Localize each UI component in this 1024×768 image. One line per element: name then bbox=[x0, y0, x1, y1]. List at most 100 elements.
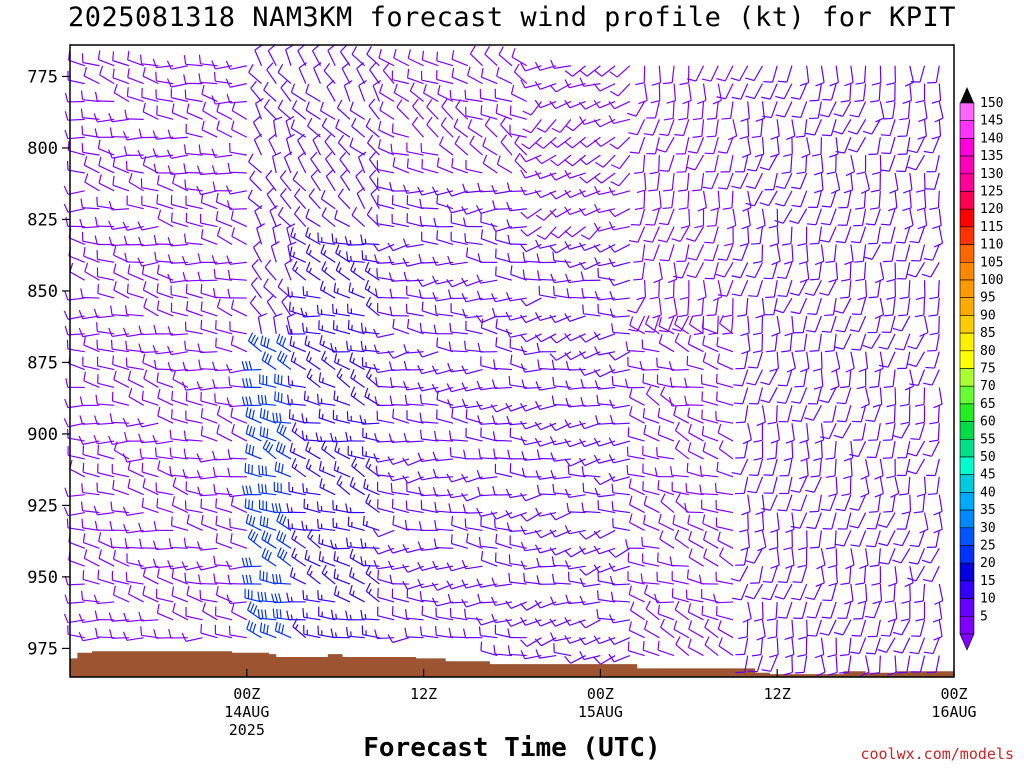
barb-staff bbox=[290, 575, 307, 585]
barb-flag bbox=[388, 272, 393, 282]
barb-flag bbox=[737, 314, 747, 317]
wind-barb bbox=[213, 71, 233, 85]
wind-barb bbox=[289, 442, 306, 460]
barb-flag bbox=[519, 298, 527, 307]
barb-staff bbox=[215, 386, 233, 389]
barb-staff bbox=[636, 315, 646, 332]
barb-staff bbox=[321, 215, 336, 228]
barb-staff bbox=[599, 243, 616, 253]
barb-staff bbox=[320, 289, 336, 299]
wind-barb bbox=[318, 408, 336, 424]
barb-flag bbox=[451, 67, 455, 78]
barb-staff bbox=[372, 85, 380, 102]
wind-barb bbox=[247, 529, 262, 549]
wind-barb bbox=[81, 53, 100, 67]
wind-barb bbox=[142, 478, 159, 496]
barb-flag bbox=[373, 328, 379, 338]
barb-flag bbox=[687, 257, 697, 261]
wind-barb bbox=[263, 99, 277, 120]
barb-staff bbox=[437, 583, 454, 591]
barb-staff bbox=[601, 65, 616, 77]
wind-barb bbox=[608, 437, 631, 447]
wind-barb bbox=[350, 386, 366, 406]
barb-flag bbox=[142, 567, 147, 577]
barb-half-flag bbox=[324, 267, 328, 273]
barb-flag bbox=[171, 586, 175, 596]
barb-staff bbox=[278, 214, 292, 228]
barb-flag bbox=[63, 310, 69, 320]
barb-flag bbox=[333, 282, 337, 293]
wind-barb bbox=[520, 333, 542, 343]
barb-flag bbox=[578, 242, 585, 251]
barb-staff bbox=[170, 243, 188, 247]
barb-staff bbox=[82, 619, 100, 624]
barb-flag bbox=[687, 638, 692, 648]
barb-flag bbox=[271, 593, 275, 603]
wind-barb bbox=[79, 396, 100, 407]
barb-staff bbox=[526, 601, 542, 611]
barb-staff bbox=[717, 628, 734, 639]
barb-flag bbox=[564, 458, 571, 467]
wind-barb bbox=[67, 70, 85, 85]
barb-staff bbox=[247, 197, 262, 210]
barb-staff bbox=[201, 93, 218, 103]
barb-flag bbox=[535, 649, 540, 659]
barb-flag bbox=[640, 573, 643, 583]
barb-flag bbox=[534, 156, 542, 165]
wind-barb bbox=[564, 333, 586, 342]
barb-flag bbox=[211, 60, 216, 70]
barb-staff bbox=[111, 314, 129, 317]
barb-staff bbox=[245, 507, 262, 514]
barb-flag bbox=[241, 396, 246, 406]
barb-staff bbox=[126, 169, 144, 174]
barb-flag bbox=[660, 493, 666, 503]
barb-flag bbox=[278, 574, 282, 584]
wind-barb bbox=[112, 355, 130, 371]
barb-flag bbox=[511, 48, 516, 58]
barb-staff bbox=[747, 208, 751, 226]
barb-flag bbox=[510, 354, 513, 365]
barb-flag bbox=[276, 530, 281, 540]
barb-flag bbox=[624, 378, 629, 388]
wind-barb bbox=[372, 545, 395, 555]
barb-staff bbox=[68, 559, 85, 567]
barb-flag bbox=[507, 234, 511, 245]
wind-barb bbox=[215, 515, 233, 532]
wind-barb bbox=[687, 638, 704, 657]
barb-staff bbox=[583, 654, 601, 661]
barb-flag bbox=[669, 377, 673, 387]
barb-flag bbox=[167, 165, 172, 175]
wind-barb bbox=[716, 336, 734, 353]
wind-barb bbox=[717, 137, 734, 154]
barb-flag bbox=[301, 520, 305, 530]
barb-staff bbox=[185, 508, 203, 514]
barb-flag bbox=[688, 620, 693, 630]
wind-barb bbox=[171, 496, 189, 514]
wind-barb bbox=[549, 190, 572, 200]
barb-flag bbox=[248, 64, 254, 73]
barb-flag bbox=[417, 578, 423, 588]
barb-flag bbox=[128, 387, 133, 397]
barb-flag bbox=[127, 478, 131, 488]
barb-staff bbox=[673, 297, 678, 315]
barb-staff bbox=[753, 548, 763, 564]
barb-half-flag bbox=[308, 267, 312, 273]
barb-staff bbox=[729, 154, 734, 172]
barb-half-flag bbox=[292, 251, 296, 258]
barb-staff bbox=[319, 380, 336, 389]
wind-barb bbox=[564, 136, 587, 149]
barb-staff bbox=[658, 262, 663, 280]
wind-barb bbox=[464, 233, 483, 246]
wind-barb bbox=[387, 634, 410, 644]
barb-flag bbox=[565, 273, 570, 283]
wind-barb bbox=[582, 482, 601, 496]
barb-staff bbox=[82, 151, 100, 156]
barb-staff bbox=[217, 306, 233, 317]
barb-flag bbox=[64, 325, 69, 336]
barb-staff bbox=[406, 151, 424, 156]
wind-barb bbox=[594, 172, 616, 184]
barb-flag bbox=[402, 544, 408, 553]
barb-flag bbox=[122, 631, 128, 641]
barb-staff bbox=[320, 198, 336, 210]
barb-flag bbox=[242, 378, 246, 388]
